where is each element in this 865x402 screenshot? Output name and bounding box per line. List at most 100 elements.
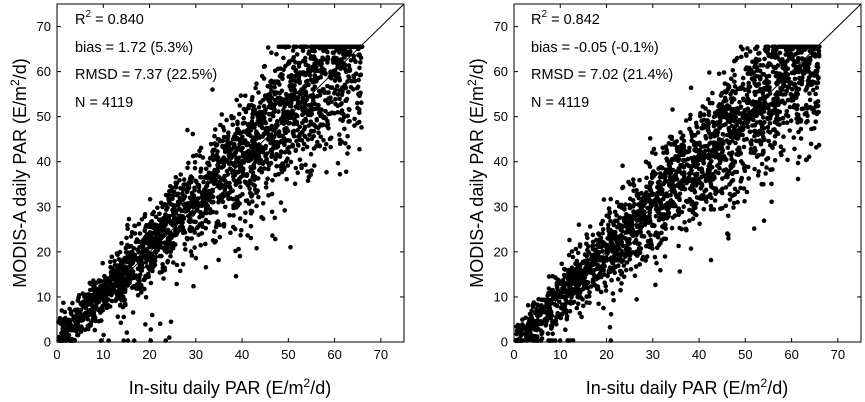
data-point: [785, 113, 791, 119]
data-point: [129, 257, 134, 263]
data-point: [141, 241, 147, 246]
data-point: [798, 136, 804, 141]
data-point: [175, 191, 181, 197]
data-point: [74, 329, 79, 334]
data-point: [535, 302, 541, 308]
data-point: [264, 95, 269, 100]
data-point: [644, 190, 649, 195]
data-point: [799, 45, 805, 50]
data-point: [136, 275, 142, 281]
data-point: [135, 293, 141, 298]
data-point: [346, 63, 352, 68]
data-point: [648, 203, 654, 208]
data-point: [284, 97, 290, 102]
points-layer: [513, 44, 822, 343]
data-point: [297, 124, 303, 130]
data-point: [181, 182, 186, 188]
data-point: [192, 245, 197, 250]
data-point: [693, 120, 699, 126]
data-point: [162, 240, 167, 245]
data-point: [314, 117, 320, 122]
data-point: [759, 181, 764, 187]
data-point: [559, 290, 565, 295]
data-point: [294, 52, 300, 57]
data-point: [194, 225, 200, 231]
data-point: [745, 71, 751, 76]
data-point: [215, 219, 221, 224]
data-point: [734, 106, 740, 111]
data-point: [724, 157, 729, 162]
data-point: [182, 242, 187, 247]
data-point: [661, 150, 666, 156]
data-point: [133, 285, 138, 290]
data-point: [613, 229, 618, 235]
data-point: [617, 215, 623, 220]
data-point: [609, 229, 615, 235]
data-point: [632, 273, 638, 279]
data-point: [236, 146, 241, 152]
data-point: [352, 78, 358, 84]
data-point: [310, 98, 316, 103]
data-point: [186, 185, 192, 190]
data-point: [768, 101, 774, 107]
data-point: [659, 238, 665, 243]
data-point: [261, 64, 267, 70]
data-point: [192, 197, 198, 203]
data-point: [275, 95, 281, 101]
data-point: [809, 126, 814, 132]
data-point: [742, 163, 747, 169]
data-point: [520, 317, 525, 322]
data-point: [691, 205, 697, 211]
data-point: [299, 99, 305, 104]
data-point: [590, 232, 596, 238]
data-point: [169, 234, 174, 239]
data-point: [243, 93, 248, 99]
data-point: [180, 262, 186, 267]
data-point: [706, 112, 712, 118]
data-point: [691, 187, 697, 193]
y-tick-label: 60: [494, 64, 508, 79]
data-point: [740, 81, 746, 87]
data-point: [741, 124, 746, 130]
data-point: [607, 269, 613, 275]
data-point: [311, 129, 317, 134]
data-point: [230, 122, 235, 128]
data-point: [638, 246, 644, 251]
data-point: [234, 205, 239, 210]
data-point: [174, 262, 180, 268]
data-point: [649, 150, 655, 155]
data-point: [644, 254, 650, 259]
data-point: [664, 150, 670, 155]
data-point: [210, 209, 216, 215]
y-tick-label: 10: [494, 289, 508, 304]
data-point: [250, 111, 255, 117]
data-point: [722, 81, 728, 86]
data-point: [662, 254, 668, 259]
data-point: [736, 111, 742, 116]
data-point: [790, 86, 795, 92]
data-point: [624, 260, 630, 265]
data-point: [266, 104, 272, 110]
data-point: [293, 104, 299, 109]
data-point: [346, 75, 352, 81]
y-tick-label: 30: [494, 199, 508, 214]
data-point: [524, 332, 529, 337]
stat-rmsd: RMSD = 7.02 (21.4%): [531, 67, 673, 83]
data-point: [710, 90, 715, 96]
data-point: [687, 145, 692, 151]
data-point: [545, 331, 551, 336]
data-point: [684, 227, 689, 233]
data-point: [788, 51, 794, 57]
data-point: [301, 110, 307, 116]
data-point: [203, 241, 208, 247]
data-point: [699, 181, 704, 187]
data-point: [253, 131, 259, 136]
data-point: [816, 76, 821, 81]
data-point: [616, 234, 621, 240]
data-point: [281, 55, 286, 61]
data-point: [125, 242, 130, 248]
data-point: [346, 119, 351, 124]
data-point: [324, 44, 330, 50]
data-point: [744, 92, 750, 98]
data-point: [703, 134, 708, 139]
